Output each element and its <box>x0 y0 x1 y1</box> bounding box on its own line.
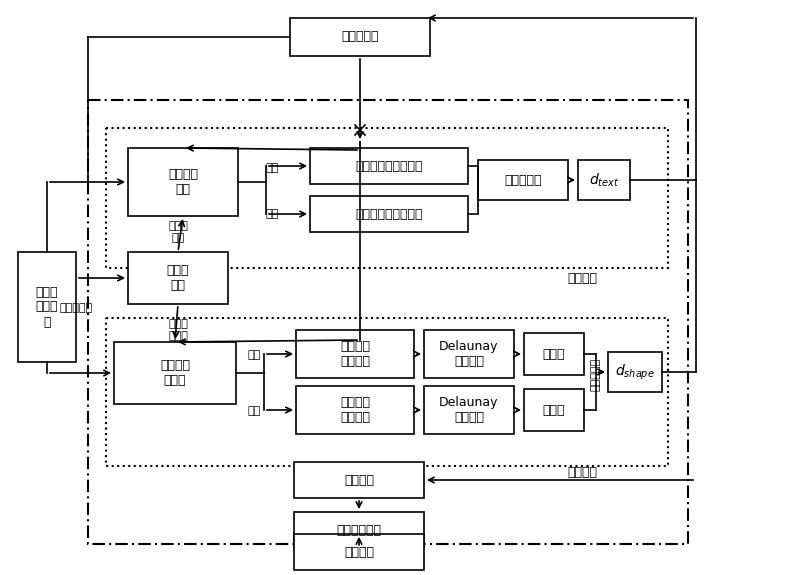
Bar <box>294 534 424 570</box>
Text: 图编辑距离: 图编辑距离 <box>591 358 601 390</box>
Text: 训练图: 训练图 <box>542 347 566 361</box>
Bar <box>524 389 584 431</box>
Text: 搜索: 搜索 <box>247 406 261 416</box>
Text: 测试图: 测试图 <box>542 404 566 416</box>
Bar <box>296 386 414 434</box>
Text: 测试图像集: 测试图像集 <box>342 30 378 44</box>
Text: 人脸图
像样本
集: 人脸图 像样本 集 <box>36 286 58 328</box>
Text: 最近邻分类器: 最近邻分类器 <box>337 523 382 536</box>
Bar <box>114 342 236 404</box>
Text: 训练图像的纹理模型: 训练图像的纹理模型 <box>355 208 422 220</box>
Bar <box>296 330 414 378</box>
Text: 特征脸子
空间: 特征脸子 空间 <box>168 168 198 196</box>
Bar <box>424 386 514 434</box>
Text: 形状模型: 形状模型 <box>567 466 597 478</box>
Bar <box>106 318 668 466</box>
Text: 训练图
像集: 训练图 像集 <box>166 264 190 292</box>
Text: $d_{text}$: $d_{text}$ <box>589 171 619 189</box>
Text: 训练图像
的特征点: 训练图像 的特征点 <box>340 340 370 368</box>
Bar <box>106 128 668 268</box>
Text: 形状和纹
理模型: 形状和纹 理模型 <box>160 359 190 387</box>
Bar <box>424 330 514 378</box>
Text: 纹理模型: 纹理模型 <box>567 271 597 285</box>
Text: 测试图像的纹理模型: 测试图像的纹理模型 <box>355 159 422 172</box>
Bar <box>88 100 688 544</box>
Bar <box>524 333 584 375</box>
Bar <box>128 252 228 304</box>
Bar <box>578 160 630 200</box>
Text: 测试图像
的特征点: 测试图像 的特征点 <box>340 396 370 424</box>
Text: 主动表
观模型: 主动表 观模型 <box>168 319 188 341</box>
Bar <box>478 160 568 200</box>
Bar <box>294 462 424 498</box>
Text: Delaunay
三角剖分: Delaunay 三角剖分 <box>439 396 498 424</box>
Bar <box>294 512 424 548</box>
Text: 投影: 投影 <box>266 163 278 173</box>
Text: 投影: 投影 <box>266 209 278 219</box>
Text: $d_{shape}$: $d_{shape}$ <box>615 362 655 382</box>
Bar <box>310 148 468 184</box>
Text: 模型的范数: 模型的范数 <box>504 174 542 186</box>
Text: 搜索: 搜索 <box>247 350 261 360</box>
Text: 样本集划分: 样本集划分 <box>59 303 93 313</box>
Text: 身份信息: 身份信息 <box>344 546 374 558</box>
Text: Delaunay
三角剖分: Delaunay 三角剖分 <box>439 340 498 368</box>
Bar <box>608 352 662 392</box>
Bar <box>128 148 238 216</box>
Bar <box>310 196 468 232</box>
Bar <box>290 18 430 56</box>
Text: 主成分
分析: 主成分 分析 <box>168 221 188 243</box>
Text: 加权融合: 加权融合 <box>344 473 374 486</box>
Bar <box>18 252 76 362</box>
